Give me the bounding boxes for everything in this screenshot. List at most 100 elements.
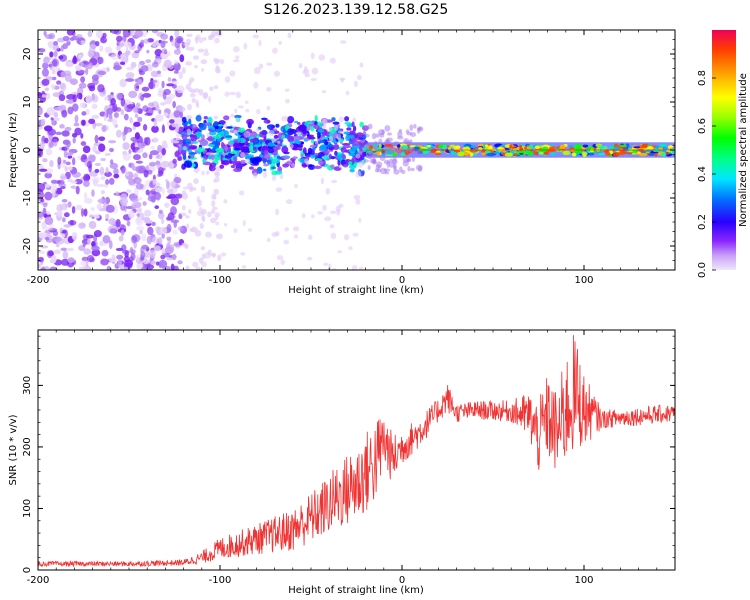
heatmap-cell (124, 50, 130, 58)
heatmap-cell (190, 134, 198, 142)
heatmap-cell (140, 39, 145, 45)
heatmap-cell (127, 128, 131, 133)
heatmap-cell (100, 176, 106, 181)
heatmap-cell (372, 144, 379, 147)
heatmap-cell (355, 153, 361, 159)
heatmap-cell (47, 40, 56, 47)
heatmap-cell (141, 244, 149, 250)
heatmap-cell (168, 93, 176, 99)
heatmap-cell (241, 146, 250, 153)
heatmap-cell (80, 76, 86, 83)
colorbar-tick-label: 0.8 (697, 70, 708, 86)
heatmap-cell (220, 252, 227, 257)
heatmap-cell (166, 195, 173, 200)
heatmap-cell (363, 159, 369, 163)
heatmap-cell (93, 230, 102, 238)
heatmap-cell (213, 157, 221, 160)
heatmap-cell (53, 249, 61, 255)
heatmap-cell (416, 126, 424, 132)
heatmap-cell (284, 88, 290, 92)
heatmap-cell (49, 51, 54, 58)
heatmap-cell (598, 145, 608, 150)
heatmap-cell (160, 160, 170, 168)
heatmap-cell (249, 145, 254, 152)
heatmap-cell (147, 169, 153, 175)
y-tick-label: 20 (22, 48, 33, 61)
heatmap-cell (52, 44, 60, 51)
heatmap-cell (309, 134, 314, 138)
heatmap-cell (306, 130, 310, 137)
heatmap-cell (170, 206, 177, 216)
heatmap-cell (223, 123, 228, 129)
heatmap-cell (334, 150, 338, 156)
heatmap-cell (266, 237, 271, 243)
heatmap-cell (60, 71, 66, 78)
heatmap-cell (196, 196, 201, 203)
heatmap-cell (44, 191, 53, 201)
heatmap-cell (143, 137, 149, 144)
heatmap-cell (49, 159, 54, 168)
heatmap-cell (574, 143, 582, 149)
heatmap-cell (110, 53, 120, 60)
heatmap-cell (310, 139, 315, 144)
heatmap-cell (91, 103, 98, 110)
heatmap-cell (321, 90, 327, 94)
heatmap-cell (88, 220, 97, 229)
heatmap-cell (595, 143, 602, 148)
heatmap-cell (637, 151, 641, 154)
heatmap-cell (94, 168, 100, 173)
heatmap-cell (109, 162, 119, 170)
heatmap-cell (157, 211, 165, 220)
heatmap-cell (143, 38, 150, 44)
heatmap-cell (56, 243, 60, 248)
colorbar-label: Normalized spectral amplitude (738, 73, 749, 227)
heatmap-cell (75, 66, 82, 71)
heatmap-cell (118, 235, 124, 242)
heatmap-cell (323, 262, 329, 266)
heatmap-cell (284, 227, 290, 232)
heatmap-cell (51, 76, 57, 81)
x-tick-label: -200 (27, 575, 50, 586)
heatmap-cell (215, 30, 223, 37)
heatmap-cell (310, 126, 315, 132)
heatmap-cell (423, 150, 428, 154)
heatmap-cell (372, 158, 377, 165)
heatmap-cell (414, 149, 422, 156)
heatmap-cell (301, 213, 306, 219)
heatmap-cell (204, 251, 211, 259)
heatmap-cell (120, 97, 126, 107)
heatmap-cell (345, 135, 350, 141)
heatmap-cell (199, 222, 204, 230)
heatmap-cell (81, 119, 86, 126)
heatmap-cell (201, 214, 206, 221)
heatmap-cell (287, 135, 295, 143)
heatmap-cell (209, 86, 214, 91)
heatmap-cell (281, 115, 288, 122)
heatmap-cell (63, 159, 67, 164)
heatmap-cell (188, 152, 197, 155)
heatmap-cell (293, 226, 300, 232)
heatmap-cell (294, 120, 299, 124)
heatmap-cell (80, 260, 88, 267)
heatmap-cell (83, 248, 92, 255)
heatmap-cell (402, 160, 409, 167)
heatmap-cell (97, 70, 107, 76)
heatmap-cell (455, 145, 461, 148)
heatmap-cell (252, 34, 260, 39)
heatmap-cell (215, 221, 220, 226)
heatmap-cell (164, 202, 170, 208)
heatmap-cell (56, 80, 62, 85)
heatmap-cell (309, 144, 317, 148)
heatmap-cell (144, 219, 153, 224)
heatmap-cell (255, 128, 261, 132)
heatmap-cell (279, 173, 284, 180)
heatmap-cell (212, 206, 218, 211)
heatmap-cell (46, 210, 51, 216)
heatmap-cell (323, 149, 330, 156)
y-tick-label: 10 (22, 96, 33, 109)
heatmap-cell (267, 147, 275, 154)
heatmap-cell (259, 139, 263, 145)
heatmap-cell (201, 67, 205, 72)
heatmap-cell (113, 168, 119, 175)
heatmap-cell (332, 121, 340, 125)
